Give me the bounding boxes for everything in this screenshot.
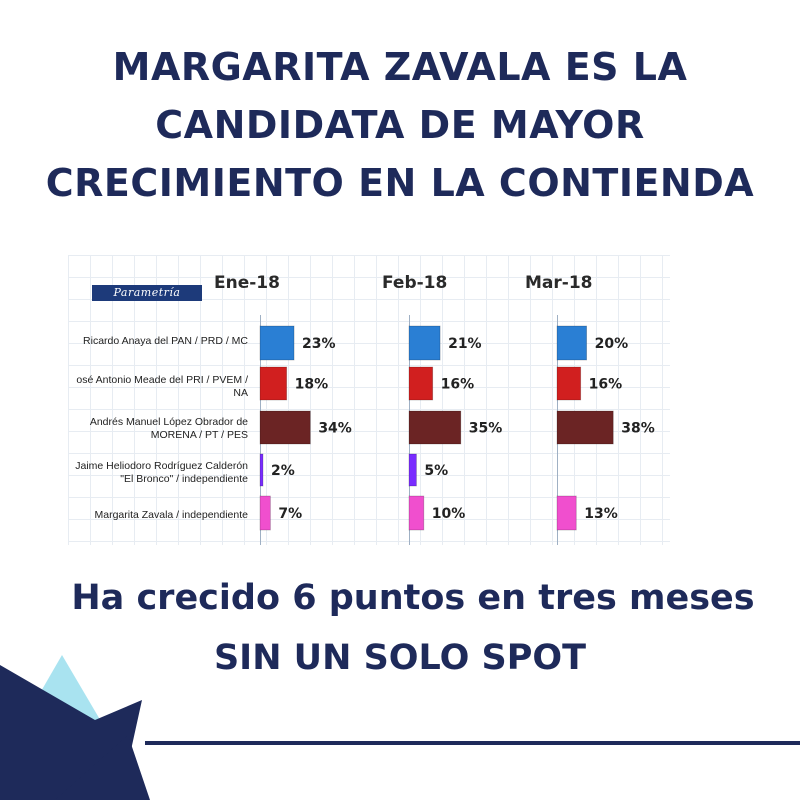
- value-label: 23%: [302, 336, 336, 352]
- bar-feb-18-4: [408, 495, 425, 531]
- panel-title-mar: Mar-18: [525, 273, 593, 293]
- panel-title-feb: Feb-18: [382, 273, 448, 293]
- bar-ene-18-0: [259, 325, 295, 361]
- poll-chart: Parametría Ene-18 Feb-18 Mar-18 Ricardo …: [68, 255, 670, 545]
- candidate-label-line: Jaime Heliodoro Rodríguez Calderón: [75, 460, 248, 472]
- value-label: 7%: [278, 506, 302, 522]
- candidate-label-bronco: Jaime Heliodoro Rodríguez Calderón "El B…: [68, 460, 248, 486]
- value-label: 21%: [448, 336, 482, 352]
- value-label: 16%: [589, 377, 623, 393]
- candidate-label-line: NA: [233, 387, 248, 399]
- bar-feb-18-3: [408, 453, 417, 487]
- value-label: 20%: [595, 336, 629, 352]
- value-label: 5%: [424, 463, 448, 479]
- candidate-label-zavala: Margarita Zavala / independiente: [68, 509, 248, 522]
- bar-ene-18-1: [259, 366, 288, 401]
- value-label: 2%: [271, 463, 295, 479]
- bar-feb-18-1: [408, 366, 434, 401]
- bar-ene-18-2: [259, 410, 311, 445]
- headline: MARGARITA ZAVALA ES LA CANDIDATA DE MAYO…: [0, 38, 800, 212]
- value-label: 13%: [584, 506, 618, 522]
- candidate-label-line: Andrés Manuel López Obrador de: [89, 416, 248, 428]
- bar-mar-18-4: [556, 495, 577, 531]
- navy-divider-line: [145, 741, 800, 745]
- panel-title-ene: Ene-18: [214, 273, 280, 293]
- bars-canvas: 23% 18% 34% 2% 7% 21% 16% 35% 5% 10% 20% 16% 38% 13%: [259, 325, 655, 531]
- candidate-label-line: Ricardo Anaya del PAN / PRD / MC: [83, 335, 248, 347]
- bar-mar-18-1: [556, 366, 582, 401]
- candidate-label-line: Margarita Zavala / independiente: [94, 509, 248, 521]
- value-label: 18%: [295, 377, 329, 393]
- value-label: 38%: [621, 421, 655, 437]
- candidate-label-line: osé Antonio Meade del PRI / PVEM /: [76, 374, 248, 386]
- candidate-label-line: MORENA / PT / PES: [150, 429, 248, 441]
- value-label: 10%: [432, 506, 466, 522]
- headline-line-1: MARGARITA ZAVALA ES LA: [112, 45, 688, 89]
- navy-shape-small: [55, 735, 150, 800]
- candidate-label-line: "El Bronco" / independiente: [120, 473, 248, 485]
- candidate-label-anaya: Ricardo Anaya del PAN / PRD / MC: [68, 335, 248, 348]
- bar-mar-18-0: [556, 325, 588, 361]
- bar-mar-18-2: [556, 410, 614, 445]
- headline-line-3: CRECIMIENTO EN LA CONTIENDA: [45, 161, 755, 205]
- subtitle-line-2: SIN UN SOLO SPOT: [213, 638, 587, 678]
- bar-feb-18-2: [408, 410, 462, 445]
- bar-ene-18-3: [259, 453, 264, 487]
- bar-ene-18-4: [259, 495, 271, 531]
- candidate-label-meade: osé Antonio Meade del PRI / PVEM / NA: [68, 374, 248, 400]
- parametria-logo: Parametría: [92, 285, 202, 301]
- subtitle-line-1: Ha crecido 6 puntos en tres meses: [71, 578, 755, 618]
- value-label: 16%: [441, 377, 475, 393]
- value-label: 34%: [318, 421, 352, 437]
- candidate-label-amlo: Andrés Manuel López Obrador de MORENA / …: [68, 416, 248, 442]
- bar-feb-18-0: [408, 325, 441, 361]
- headline-line-2: CANDIDATA DE MAYOR: [155, 103, 645, 147]
- value-label: 35%: [469, 421, 503, 437]
